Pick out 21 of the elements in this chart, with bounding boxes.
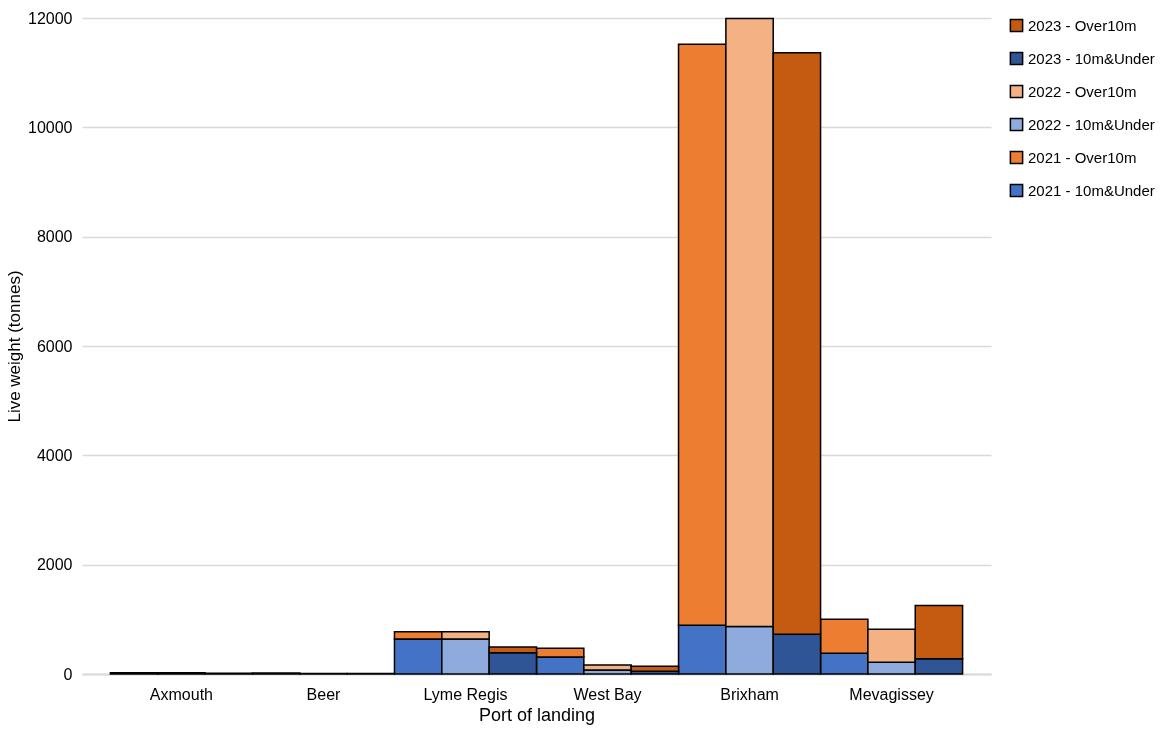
legend-label: 2022 - 10m&Under (1028, 115, 1155, 133)
y-tick-label: 8000 (36, 228, 73, 246)
x-tick-label: Lyme Regis (423, 685, 508, 703)
x-tick-label: West Bay (573, 685, 642, 703)
y-tick-label: 2000 (36, 556, 73, 574)
x-tick-label: Beer (306, 685, 342, 703)
y-tick-label: 6000 (36, 337, 73, 355)
y-tick-label: 4000 (36, 446, 73, 464)
legend-label: 2021 - 10m&Under (1028, 181, 1155, 199)
legend-label: 2023 - Over10m (1028, 16, 1137, 34)
x-tick-label: Mevagissey (849, 685, 934, 703)
x-axis-title: Port of landing (478, 704, 596, 725)
x-tick-label: Axmouth (149, 685, 213, 703)
y-tick-label: 10000 (28, 118, 73, 136)
x-tick-label: Brixham (720, 685, 779, 703)
legend-label: 2022 - Over10m (1028, 82, 1137, 100)
y-tick-label: 12000 (28, 9, 73, 27)
legend-label: 2023 - 10m&Under (1028, 49, 1155, 67)
y-tick-label: 0 (63, 665, 73, 683)
legend-label: 2021 - Over10m (1028, 148, 1137, 166)
y-axis-title: Live weight (tonnes) (5, 270, 25, 423)
